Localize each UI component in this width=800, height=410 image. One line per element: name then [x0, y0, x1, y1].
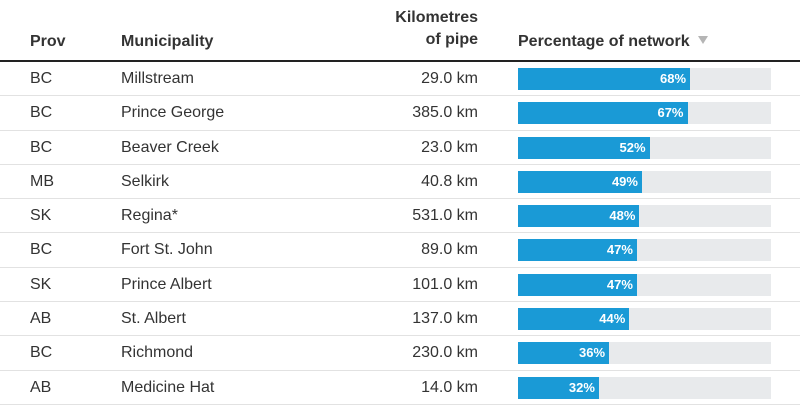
percentage-bar: 48% [518, 205, 640, 228]
cell-municipality: Regina* [121, 207, 178, 225]
percentage-bar-track: 47% [518, 273, 771, 296]
percentage-bar: 36% [518, 342, 610, 365]
column-header-municipality[interactable]: Municipality [121, 33, 214, 50]
table-row: BC Prince George 385.0 km 67% [0, 96, 800, 131]
cell-municipality: Millstream [121, 70, 194, 87]
cell-kilometres: 89.0 km [421, 241, 478, 259]
percentage-label: 52% [619, 139, 646, 155]
percentage-bar-track: 49% [518, 170, 771, 193]
percentage-bar: 44% [518, 308, 630, 331]
cell-prov: BC [30, 138, 53, 156]
percentage-label: 36% [579, 345, 606, 361]
percentage-label: 67% [657, 105, 684, 121]
table-row: BC Beaver Creek 23.0 km 52% [0, 131, 800, 165]
cell-prov: BC [30, 70, 53, 87]
table-row: SK Regina* 531.0 km 48% [0, 199, 800, 234]
cell-kilometres: 230.0 km [412, 344, 478, 362]
cell-municipality: Selkirk [121, 172, 170, 190]
table-row: MB Selkirk 40.8 km 49% [0, 165, 800, 200]
percentage-label: 49% [611, 173, 638, 189]
cell-municipality: Medicine Hat [121, 378, 215, 396]
table-row: BC Richmond 230.0 km 36% [0, 336, 800, 371]
column-header-prov[interactable]: Prov [30, 33, 66, 50]
cell-kilometres: 23.0 km [421, 138, 478, 156]
percentage-bar-track: 44% [518, 308, 771, 331]
table-row: SK Prince Albert 101.0 km 47% [0, 268, 800, 303]
cell-kilometres: 137.0 km [412, 310, 478, 328]
column-header-percentage[interactable]: Percentage of network [518, 31, 708, 53]
percentage-bar-track: 68% [518, 68, 771, 90]
table-row: BC Millstream 29.0 km 68% [0, 62, 800, 97]
percentage-bar-track: 32% [518, 376, 771, 399]
percentage-bar-track: 47% [518, 239, 771, 262]
percentage-bar-track: 67% [518, 102, 771, 125]
percentage-label: 47% [606, 276, 633, 292]
cell-kilometres: 531.0 km [412, 207, 478, 225]
percentage-label: 48% [609, 208, 636, 224]
cell-municipality: Beaver Creek [121, 138, 219, 156]
percentage-bar: 52% [518, 136, 650, 159]
percentage-bar-track: 48% [518, 205, 771, 228]
percentage-bar: 67% [518, 102, 688, 125]
table-row: BC Fort St. John 89.0 km 47% [0, 233, 800, 268]
sort-descending-icon[interactable] [697, 36, 708, 44]
column-header-percentage-label: Percentage of network [518, 33, 690, 50]
cell-municipality: Prince George [121, 104, 225, 122]
cell-kilometres: 40.8 km [421, 172, 478, 190]
cell-prov: AB [30, 310, 52, 328]
percentage-bar: 47% [518, 239, 637, 262]
percentage-bar: 47% [518, 273, 637, 296]
cell-kilometres: 101.0 km [412, 275, 478, 293]
cell-prov: BC [30, 241, 53, 259]
cell-kilometres: 29.0 km [421, 70, 478, 87]
column-header-kilometres-line2: of pipe [425, 31, 478, 48]
cell-kilometres: 14.0 km [421, 378, 478, 396]
percentage-bar-track: 36% [518, 342, 771, 365]
table-row: AB St. Albert 137.0 km 44% [0, 302, 800, 337]
cell-municipality: Richmond [121, 344, 194, 362]
cell-kilometres: 385.0 km [412, 104, 478, 122]
percentage-bar: 49% [518, 170, 642, 193]
column-header-kilometres-line1: Kilometres [395, 9, 478, 26]
percentage-label: 32% [568, 379, 595, 395]
cell-prov: MB [30, 172, 54, 190]
percentage-label: 44% [599, 311, 626, 327]
column-header-kilometres[interactable]: Kilometres of pipe [395, 7, 478, 51]
percentage-bar: 68% [518, 68, 691, 90]
cell-prov: SK [30, 207, 52, 225]
cell-prov: BC [30, 104, 53, 122]
percentage-label: 47% [606, 242, 633, 258]
cell-prov: AB [30, 378, 52, 396]
table-row: AB Medicine Hat 14.0 km 32% [0, 371, 800, 405]
table-body: BC Millstream 29.0 km 68% BC Prince George 385… [0, 62, 800, 405]
percentage-label: 68% [660, 71, 687, 86]
percentage-bar-track: 52% [518, 136, 771, 159]
cell-prov: SK [30, 275, 52, 293]
cell-municipality: St. Albert [121, 310, 186, 328]
cell-municipality: Prince Albert [121, 275, 212, 293]
cell-prov: BC [30, 344, 53, 362]
cell-municipality: Fort St. John [121, 241, 213, 259]
percentage-bar: 32% [518, 376, 599, 399]
table-header: Prov Municipality Kilometres of pipe Per… [0, 0, 800, 62]
